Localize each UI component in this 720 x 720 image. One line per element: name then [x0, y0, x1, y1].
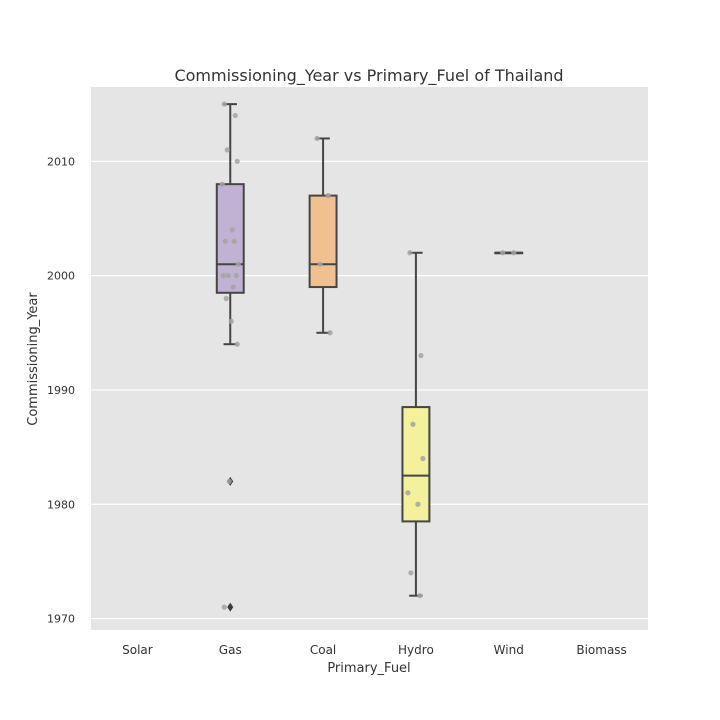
y-tick-label: 2010: [47, 155, 75, 168]
strip-point: [219, 181, 225, 187]
strip-point: [222, 238, 228, 244]
strip-point: [314, 135, 320, 142]
strip-point: [232, 112, 238, 119]
strip-point: [415, 501, 421, 507]
box-coal: [308, 137, 338, 334]
strip-point: [228, 318, 234, 324]
y-axis-ticks: 1970 1980 1990 2000 2010: [47, 155, 75, 625]
strip-point: [408, 570, 414, 576]
strip-point: [317, 261, 323, 267]
strip-point: [410, 421, 416, 427]
strip-point: [325, 193, 331, 199]
strip-point: [231, 238, 237, 244]
outlier-marker: [227, 602, 234, 612]
x-tick-label: Solar: [122, 643, 153, 657]
strip-point: [234, 158, 240, 164]
box-wind: [494, 251, 524, 255]
x-tick-label: Hydro: [398, 643, 434, 657]
strip-point: [221, 101, 227, 107]
plot-area: [91, 87, 648, 630]
strip-point: [417, 593, 423, 599]
x-tick-label: Gas: [219, 643, 242, 657]
box-hydro: [401, 251, 431, 597]
gridlines: [91, 160, 648, 620]
strip-point: [233, 273, 239, 279]
x-tick-label: Wind: [494, 643, 524, 657]
x-axis-ticks: Solar Gas Coal Hydro Wind Biomass: [122, 643, 627, 657]
iqr-box: [308, 194, 338, 289]
strip-point: [235, 261, 241, 267]
strip-point: [234, 341, 240, 347]
y-tick-label: 1990: [47, 384, 75, 397]
strip-point: [500, 250, 506, 256]
x-tick-label: Coal: [310, 643, 336, 657]
strip-point: [226, 478, 232, 484]
y-tick-label: 2000: [47, 270, 75, 283]
iqr-box: [401, 406, 431, 523]
y-axis-label: Commissioning_Year: [26, 292, 41, 426]
strip-point: [327, 330, 333, 336]
strip-point: [230, 284, 236, 290]
strip-point: [418, 353, 424, 359]
strip-point: [420, 455, 426, 462]
box-series: [215, 103, 524, 612]
y-tick-label: 1970: [47, 613, 75, 626]
x-axis-label: Primary_Fuel: [327, 661, 410, 676]
strip-point: [223, 295, 229, 302]
y-tick-label: 1980: [47, 498, 75, 511]
chart-title: Commissioning_Year vs Primary_Fuel of Th…: [174, 66, 563, 86]
strip-point: [221, 604, 227, 610]
strip-point: [224, 147, 230, 153]
strip-points: [219, 101, 517, 610]
strip-point: [229, 227, 235, 233]
strip-point: [225, 273, 231, 279]
strip-point: [407, 250, 413, 256]
x-tick-label: Biomass: [576, 643, 626, 657]
strip-point: [405, 490, 411, 496]
strip-point: [220, 273, 226, 279]
strip-point: [511, 250, 517, 256]
